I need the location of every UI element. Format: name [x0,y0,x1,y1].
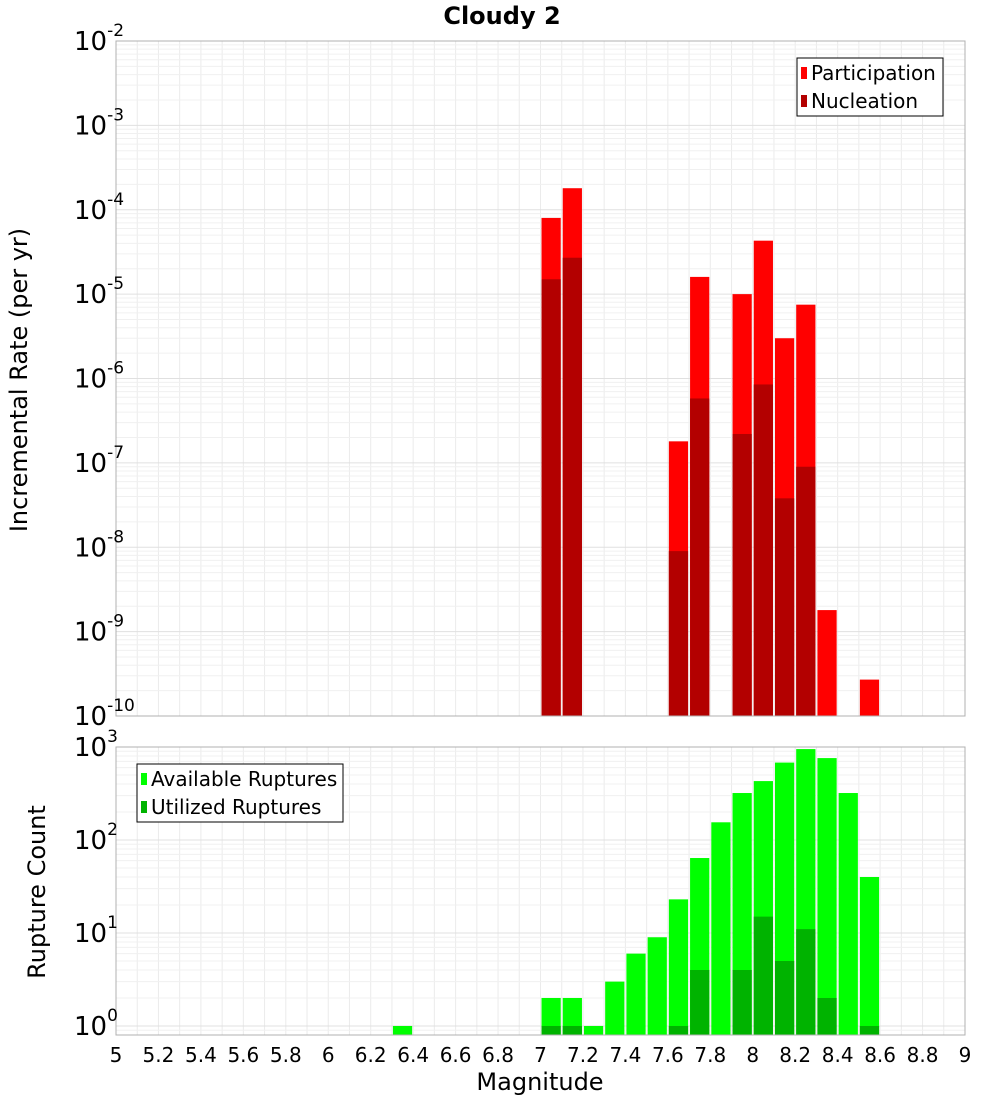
bar [838,793,858,1035]
x-tick-label: 5.8 [270,1043,302,1067]
bar [711,822,731,1035]
x-tick-label: 8.6 [864,1043,896,1067]
y-tick-label: 10-8 [74,527,124,563]
y-tick-label: 10-10 [74,696,135,732]
bar [668,899,689,1035]
bar [817,997,837,1035]
bar [732,969,752,1035]
bar [583,1025,604,1035]
y-tick-label: 100 [74,1006,118,1042]
bar [605,981,625,1035]
bar [796,929,816,1035]
x-tick-label: 7 [534,1043,547,1067]
legend: Participation Nucleation [796,57,944,117]
rate-panel: 10-10 10-9 10-8 10-7 10-6 10-5 10-4 10-3 10-2 Par… [74,21,966,732]
x-tick-label: 5 [110,1043,123,1067]
grid [115,40,966,717]
x-tick-label: 7.6 [652,1043,684,1067]
magnitude-x-axis-label: Magnitude [476,1068,603,1096]
x-tick-label: 9 [959,1043,972,1067]
legend-box [796,57,944,117]
legend-swatch [801,95,807,107]
bar [562,1025,582,1035]
legend-swatch [141,801,147,813]
series-utilized-ruptures [541,916,880,1035]
bar [668,1025,689,1035]
bar [690,398,710,716]
x-tick-label: 8 [746,1043,759,1067]
bar [859,1025,880,1035]
chart-title: Cloudy 2 [443,2,560,30]
bar [774,960,795,1035]
x-tick-label: 5.2 [143,1043,175,1067]
x-tick-label: 6.4 [397,1043,429,1067]
x-tick-label: 6.2 [355,1043,387,1067]
grid [115,746,966,1036]
x-tick-label: 7.8 [694,1043,726,1067]
bar [647,937,667,1035]
bar [668,551,689,716]
bar [859,877,880,1035]
y-tick-label: 10-6 [74,359,124,395]
series-nucleation [541,257,816,716]
bar [732,433,752,716]
bar [796,466,816,716]
bar [562,257,582,716]
plot-frame [115,40,966,717]
rupture-count-panel: 100 101 102 103 Available Ruptures Utilized R… [74,727,971,1067]
x-tick-label: 8.2 [779,1043,811,1067]
y-tick-label: 10-3 [74,105,124,141]
bar [392,1025,413,1035]
legend: Available Ruptures Utilized Ruptures [136,763,344,823]
y-tick-label: 10-2 [74,21,124,57]
y-tick-labels: 100 101 102 103 [74,727,118,1042]
y-tick-label: 102 [74,820,118,856]
x-tick-labels: 5 5.2 5.4 5.6 5.8 6 6.2 6.4 6.6 6.8 7 7.2 7.4 7.6 7.8 8… [110,1043,972,1067]
bar [859,679,880,716]
bar [774,498,795,716]
rate-y-axis-label: Incremental Rate (per yr) [5,228,33,532]
y-tick-label: 10-7 [74,443,124,479]
x-tick-label: 6.8 [482,1043,514,1067]
legend-swatch [141,773,147,785]
count-y-axis-label: Rupture Count [23,805,51,979]
plot-frame [115,746,966,1036]
x-tick-label: 5.4 [185,1043,217,1067]
legend-box [136,763,344,823]
bar [562,997,582,1035]
bar [817,610,837,716]
legend-entry: Utilized Ruptures [151,795,321,819]
bar [541,1025,561,1035]
bar [626,953,646,1035]
x-tick-label: 6 [322,1043,335,1067]
x-tick-label: 5.6 [227,1043,259,1067]
y-tick-label: 101 [74,913,118,949]
y-tick-label: 10-5 [74,274,124,310]
y-tick-label: 103 [74,727,118,763]
bar [753,384,773,716]
legend-entry: Nucleation [811,89,918,113]
y-tick-label: 10-9 [74,612,124,648]
bar [541,997,561,1035]
x-tick-label: 7.2 [567,1043,599,1067]
bar [541,279,561,716]
bar [817,758,837,1035]
legend-swatch [801,67,807,79]
bar [690,969,710,1035]
legend-entry: Participation [811,61,936,85]
x-tick-label: 8.4 [822,1043,854,1067]
x-tick-label: 7.4 [609,1043,641,1067]
legend-entry: Available Ruptures [151,767,337,791]
y-tick-label: 10-4 [74,190,124,226]
x-tick-label: 8.8 [907,1043,939,1067]
y-tick-labels: 10-10 10-9 10-8 10-7 10-6 10-5 10-4 10-3 10-2 [74,21,135,732]
bar [753,916,773,1035]
x-tick-label: 6.6 [440,1043,472,1067]
